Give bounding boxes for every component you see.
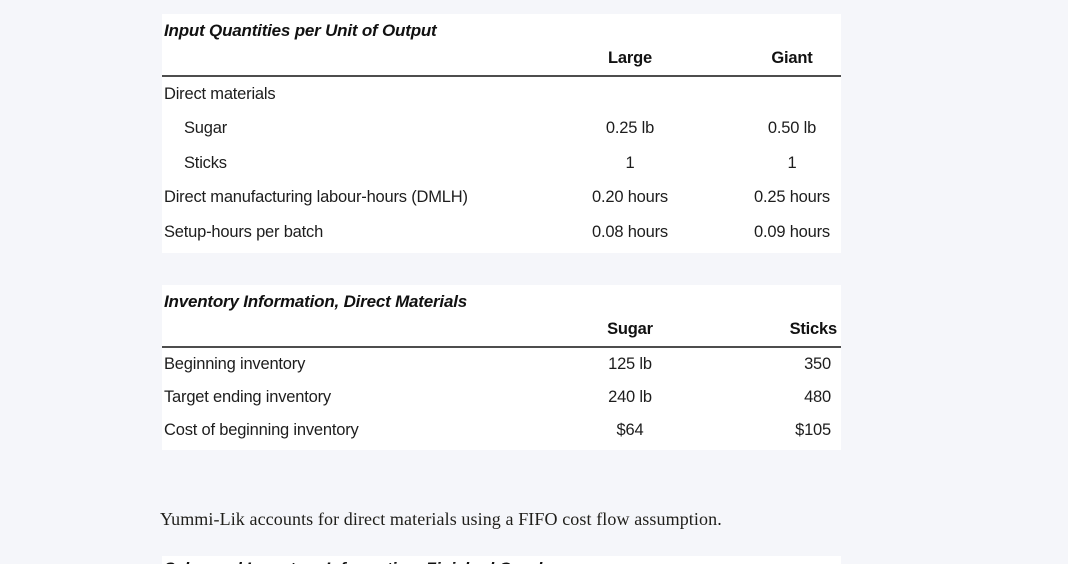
row-label: Sugar [184,119,228,138]
inventory-information-grid: Sugar Sticks Beginning inventory 125 lb … [162,314,841,447]
row-label: Cost of beginning inventory [164,421,359,439]
value-cell: 0.50 lb [767,119,817,138]
row-label: Setup-hours per batch [164,222,324,241]
value-cell: 350 [804,355,831,373]
fifo-assumption-text: Yummi-Lik accounts for direct materials … [160,509,722,529]
row-label: Beginning inventory [164,355,306,373]
value-cell: 240 lb [608,388,652,406]
value-cell: 0.25 lb [605,119,655,138]
value-cell: 0.25 hours [754,188,830,207]
value-cell: 1 [625,153,635,172]
value-cell: 0.08 hours [592,222,668,241]
row-label: Direct materials [164,84,276,103]
input-quantities-title: Input Quantities per Unit of Output [164,21,437,40]
value-cell: 125 lb [608,355,652,373]
value-cell: 0.09 hours [754,222,830,241]
column-header-empty [162,314,517,346]
column-header-sugar: Sugar [607,320,653,338]
value-cell [517,77,743,112]
inventory-information-table: Inventory Information, Direct Materials … [162,285,841,450]
header-rule [162,346,841,348]
column-header-large: Large [608,49,652,67]
column-header-giant: Giant [771,49,813,67]
value-cell: 480 [804,388,831,406]
sales-inventory-clipped-heading: Sales and Inventory Information, Finishe… [162,556,841,564]
inventory-information-title: Inventory Information, Direct Materials [164,292,467,311]
value-cell [743,77,841,112]
column-header-sticks: Sticks [789,320,838,338]
value-cell: 1 [787,153,797,172]
column-header-empty [162,43,517,75]
value-cell: $64 [616,421,644,439]
value-cell: $105 [795,421,831,439]
header-rule [162,75,841,77]
next-table-clipped-band: Sales and Inventory Information, Finishe… [162,556,841,564]
row-label: Target ending inventory [164,388,331,406]
row-label: Direct manufacturing labour-hours (DMLH) [164,188,468,207]
value-cell: 0.20 hours [592,188,668,207]
input-quantities-grid: Large Giant Direct materials Sugar 0.25 … [162,43,841,250]
row-label: Sticks [184,153,227,172]
input-quantities-table: Input Quantities per Unit of Output Larg… [162,14,841,253]
